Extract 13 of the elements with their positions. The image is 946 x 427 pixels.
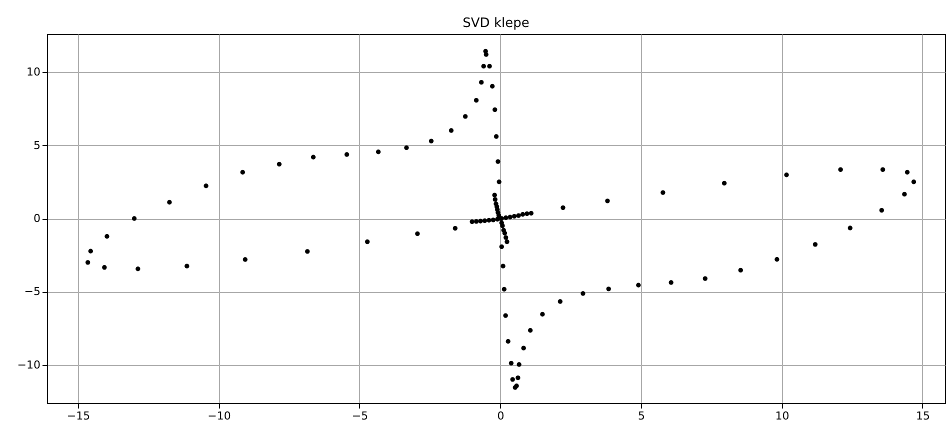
y-tick-label: 5 [34,138,40,152]
chart-title: SVD klepe [462,16,530,31]
x-tick-label: 5 [638,410,645,422]
y-tick-label: 0 [34,212,40,225]
y-tick-label: −10 [17,358,40,372]
y-tick-label: −5 [24,285,40,298]
x-tick-label: 15 [916,410,930,422]
x-tick-label: −15 [66,410,90,422]
x-tick-label: −5 [352,410,368,422]
x-tick-label: 10 [775,410,790,422]
y-tick-label: 10 [26,66,40,79]
x-tick-label: −10 [208,410,231,422]
x-tick-label: 0 [497,410,504,422]
